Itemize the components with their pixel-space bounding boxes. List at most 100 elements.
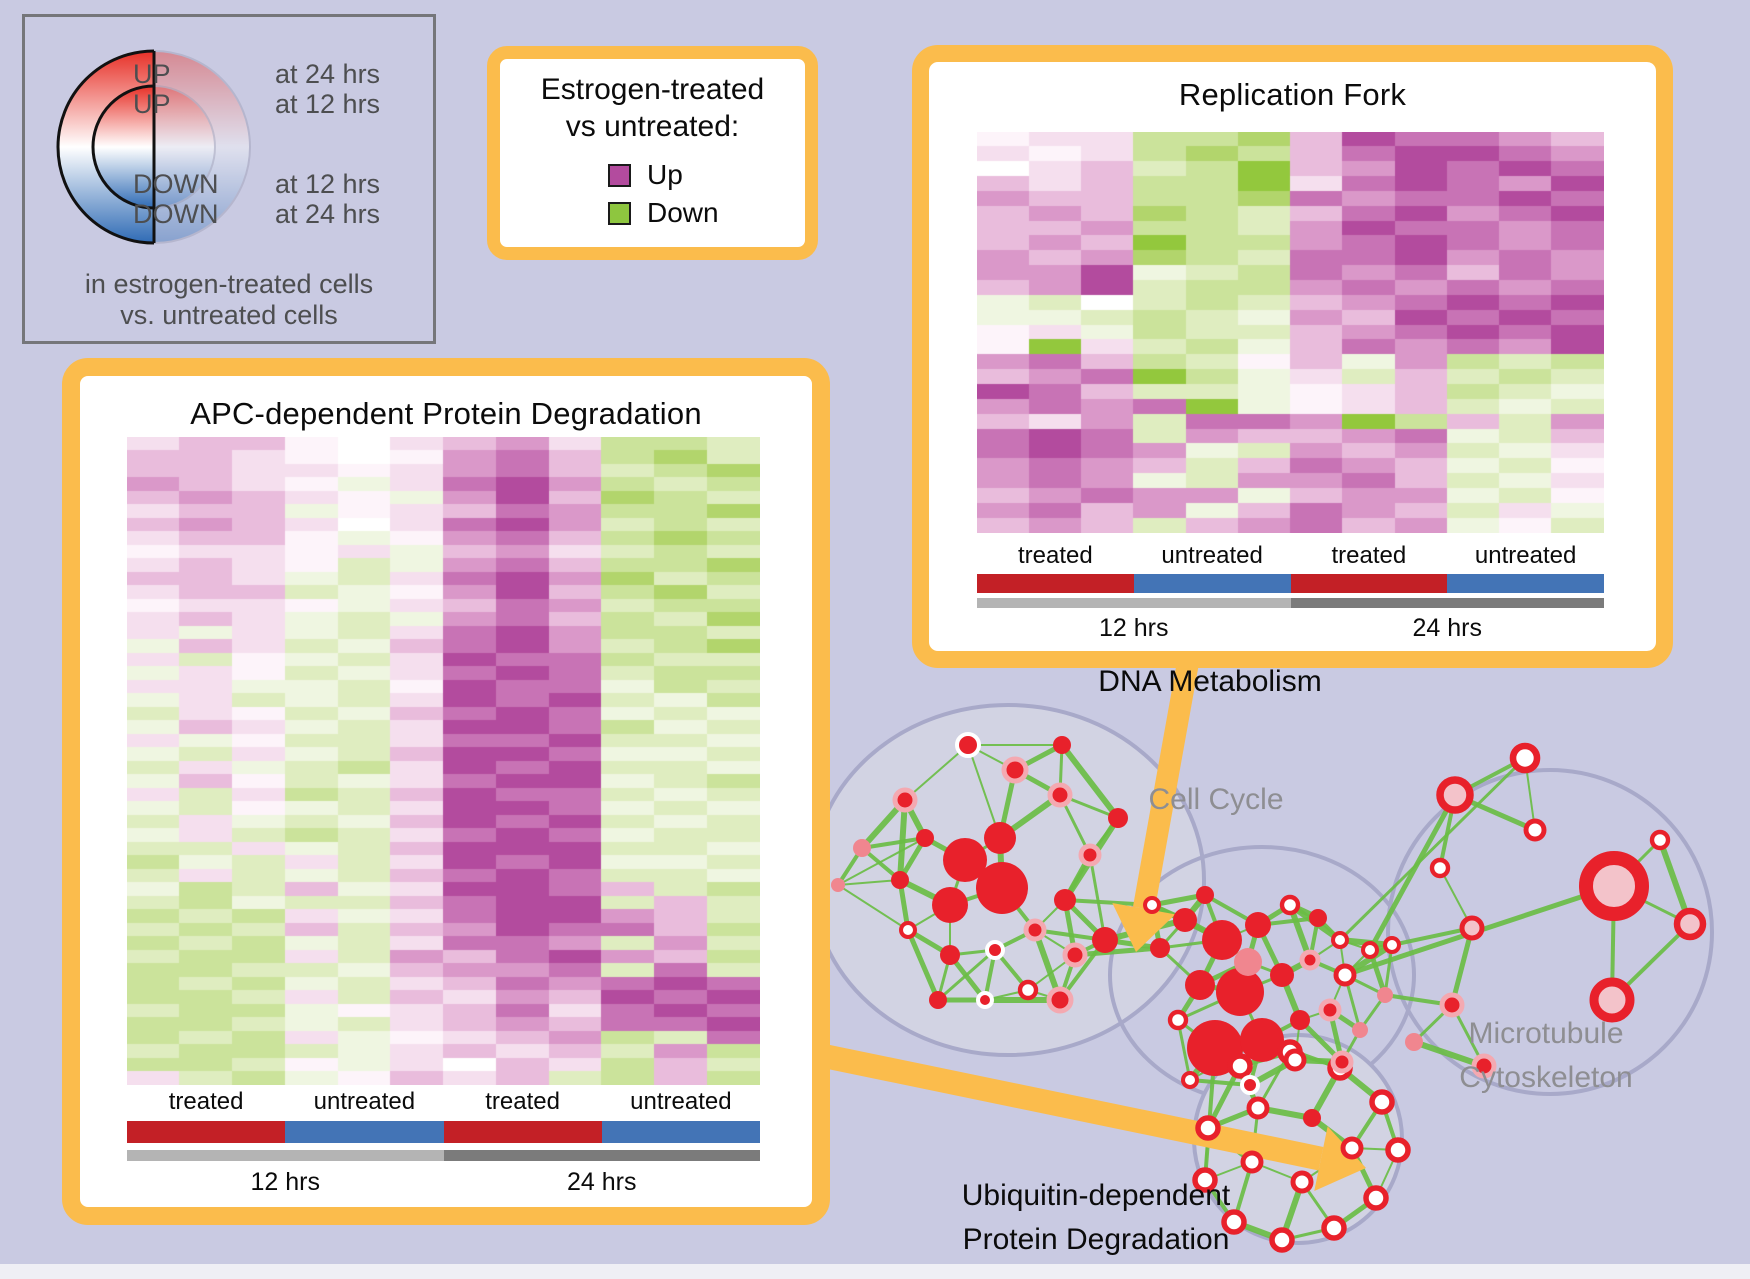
gene-node-ring-white	[1290, 1170, 1314, 1194]
flow-arrow-shaft	[1132, 638, 1203, 911]
network-cross-edge	[1391, 926, 1473, 947]
updown-legend-title: Estrogen-treated vs untreated:	[500, 71, 805, 145]
gene-node-ring-white	[1240, 1150, 1264, 1174]
gene-node-halo	[1001, 756, 1029, 784]
gene-node-ring-white	[1221, 1209, 1247, 1235]
gene-node-solid	[891, 871, 909, 889]
treated-bar-segment	[443, 1121, 602, 1143]
legend-time-24: at 24 hrs	[275, 59, 381, 89]
gene-node-ring-white	[1363, 1185, 1389, 1211]
apc-heatmap-panel: APC-dependent Protein Degradation treate…	[62, 358, 830, 1225]
replication-fork-panel: Replication Fork treated untreated treat…	[912, 45, 1673, 668]
network-edge	[904, 744, 969, 801]
gene-node-solid	[1185, 970, 1215, 1000]
gene-node-solid	[1108, 808, 1128, 828]
replication-fork-heatmap	[977, 132, 1604, 533]
gene-node-halo	[1047, 782, 1073, 808]
legend-word-up-12: UP	[133, 89, 171, 119]
gene-node-solid	[1245, 912, 1271, 938]
gene-node-ring-white	[1429, 857, 1451, 879]
gene-node-pink	[853, 839, 871, 857]
gene-node-ring-white	[1385, 1137, 1411, 1163]
network-edge	[937, 948, 996, 1002]
gene-node-ring-white	[1167, 1009, 1189, 1031]
gene-node-white-halo	[1240, 1075, 1260, 1095]
rf-group-untreated-12: untreated	[1161, 542, 1263, 569]
gene-node-ring-white	[1369, 1089, 1395, 1115]
gene-node-ring-pink	[1579, 851, 1649, 921]
gene-node-halo	[892, 787, 918, 813]
network-edge	[837, 879, 901, 886]
gene-node-ring-pink	[1589, 977, 1635, 1023]
gene-node-ring-white	[1383, 936, 1401, 954]
gene-node-solid	[1216, 968, 1264, 1016]
gene-node-halo	[1078, 843, 1102, 867]
gene-node-solid	[976, 862, 1028, 914]
gene-node-ring-white	[1192, 1167, 1218, 1193]
gene-node-ring-white	[1361, 941, 1379, 959]
flow-arrow-head	[1314, 1126, 1366, 1192]
up-label: Up	[647, 159, 683, 190]
gene-node-solid	[943, 838, 987, 882]
gene-node-white-halo	[955, 732, 981, 758]
network-cross-edge	[1367, 793, 1458, 952]
bar-12hr-segment	[127, 1150, 444, 1161]
gene-node-solid	[1309, 909, 1327, 927]
gene-node-solid	[1053, 736, 1071, 754]
rf-24hr-label: 24 hrs	[1412, 614, 1482, 642]
apc-12hr-label: 12 hrs	[250, 1168, 320, 1196]
bar-24hr-segment	[443, 1150, 760, 1161]
network-edge	[967, 744, 1001, 839]
gene-node-solid	[932, 887, 968, 923]
gene-node-solid	[1092, 927, 1118, 953]
untreated-bar-segment	[1447, 574, 1604, 593]
apc-group-treated-12: treated	[168, 1088, 244, 1115]
rf-12hr-label: 12 hrs	[1099, 614, 1169, 642]
gene-node-solid	[1150, 938, 1170, 958]
gene-node-ring-white	[1279, 894, 1301, 916]
flow-arrow-shaft	[821, 1044, 1324, 1171]
rf-panel-title: Replication Fork	[1178, 77, 1407, 112]
gene-node-ring-white	[1331, 931, 1349, 949]
gene-node-ring-white	[1509, 742, 1541, 774]
cluster-ellipse-mt	[1386, 768, 1714, 1096]
treated-bar-segment	[1290, 574, 1448, 593]
bar-12hr-segment	[977, 598, 1291, 608]
legend-time-12: at 12 hrs	[275, 89, 381, 119]
network-cross-edge	[1074, 945, 1161, 958]
gene-node-ring-white	[1181, 1071, 1199, 1089]
apc-group-labels: treated untreated treated untreated	[127, 1088, 760, 1116]
down-label: Down	[647, 197, 719, 228]
apc-time-bar	[127, 1150, 760, 1161]
gene-node-ring-white	[1333, 963, 1357, 987]
gene-node-solid	[940, 945, 960, 965]
gene-node-pink	[1352, 1022, 1368, 1038]
gene-node-ring-white	[1227, 1053, 1253, 1079]
gene-node-halo	[1299, 949, 1321, 971]
legend-word-down-24: DOWN	[133, 199, 219, 229]
gene-node-ring-white	[1523, 818, 1547, 842]
gene-node-ring-white	[1340, 1136, 1364, 1160]
gene-node-solid	[1240, 1018, 1284, 1062]
updown-legend-title-line1: Estrogen-treated	[540, 73, 765, 106]
apc-group-untreated-24: untreated	[630, 1088, 732, 1115]
apc-treatment-bar	[127, 1121, 760, 1143]
gene-node-halo	[1023, 918, 1047, 942]
bar-24hr-segment	[1290, 598, 1604, 608]
rf-time-bar	[977, 598, 1604, 608]
gene-node-solid	[984, 822, 1016, 854]
legend-word-down-12: DOWN	[133, 169, 219, 199]
gene-node-ring-pink	[1436, 776, 1474, 814]
legend-word-up-24: UP	[133, 59, 171, 89]
network-edge	[837, 884, 909, 931]
circle-legend-box: UP at 24 hrs UP at 12 hrs DOWN at 12 hrs…	[22, 14, 436, 344]
gene-node-pink	[1377, 987, 1393, 1003]
rf-group-untreated-24: untreated	[1474, 542, 1577, 569]
network-edge	[1449, 927, 1475, 1006]
apc-heatmap	[127, 437, 760, 1085]
gene-node-ring-white	[1269, 1227, 1295, 1253]
rf-group-treated-12: treated	[1018, 542, 1093, 569]
legend-time-down-12: at 12 hrs	[275, 169, 381, 199]
